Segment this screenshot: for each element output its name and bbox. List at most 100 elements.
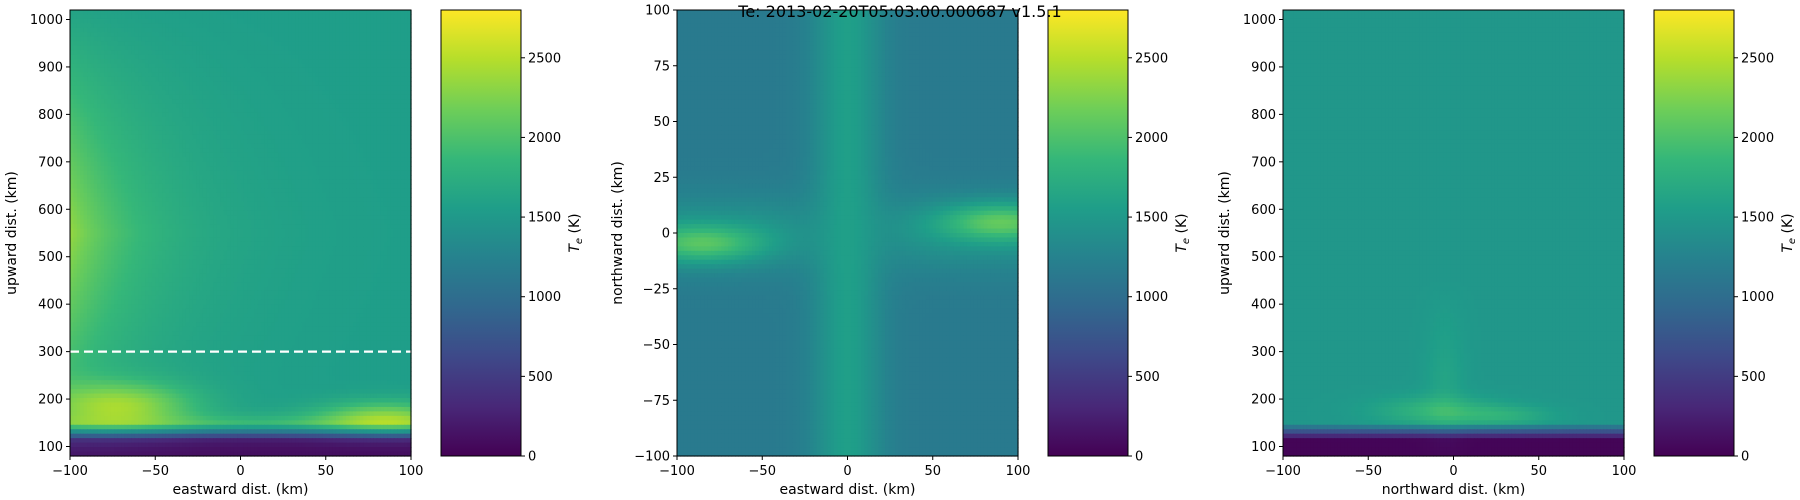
heatmap-cell <box>329 193 333 198</box>
heatmap-cell <box>404 72 408 77</box>
heatmap-cell <box>312 206 316 211</box>
heatmap-cell <box>275 157 279 162</box>
heatmap-cell <box>350 28 354 33</box>
heatmap-cell <box>380 46 384 51</box>
heatmap-cell <box>343 50 347 55</box>
heatmap-cell <box>230 229 234 234</box>
heatmap-cell <box>111 157 115 162</box>
heatmap-cell <box>80 171 84 176</box>
heatmap-cell <box>404 81 408 86</box>
heatmap-cell <box>394 130 398 135</box>
heatmap-cell <box>169 23 173 28</box>
heatmap-cell <box>333 99 337 104</box>
heatmap-cell <box>353 188 357 193</box>
heatmap-cell <box>70 122 74 127</box>
heatmap-cell <box>152 229 156 234</box>
heatmap-cell <box>87 162 91 167</box>
heatmap-cell <box>322 95 326 100</box>
heatmap-cell <box>176 77 180 82</box>
heatmap-cell <box>391 197 395 202</box>
heatmap-cell <box>322 64 326 69</box>
heatmap-cell <box>108 179 112 184</box>
heatmap-cell <box>84 55 88 60</box>
heatmap-cell <box>295 220 299 225</box>
heatmap-cell <box>309 179 313 184</box>
heatmap-cell <box>373 202 377 207</box>
heatmap-cell <box>125 117 129 122</box>
heatmap-cell <box>131 188 135 193</box>
heatmap-cell <box>288 202 292 207</box>
heatmap-cell <box>234 175 238 180</box>
heatmap-cell <box>90 148 94 153</box>
heatmap-cell <box>302 193 306 198</box>
heatmap-cell <box>97 202 101 207</box>
heatmap-cell <box>189 50 193 55</box>
heatmap-cell <box>391 64 395 69</box>
heatmap-cell <box>336 220 340 225</box>
heatmap-cell <box>125 28 129 33</box>
heatmap-cell <box>254 59 258 64</box>
heatmap-cell <box>244 193 248 198</box>
heatmap-cell <box>111 139 115 144</box>
heatmap-cell <box>363 113 367 118</box>
heatmap-cell <box>179 108 183 113</box>
heatmap-cell <box>350 86 354 91</box>
heatmap-cell <box>271 108 275 113</box>
heatmap-cell <box>346 81 350 86</box>
heatmap-cell <box>377 175 381 180</box>
heatmap-cell <box>353 220 357 225</box>
heatmap-cell <box>271 95 275 100</box>
heatmap-cell <box>230 77 234 82</box>
heatmap-cell <box>210 224 214 229</box>
heatmap-cell <box>230 202 234 207</box>
heatmap-cell <box>210 211 214 216</box>
heatmap-cell <box>193 55 197 60</box>
heatmap-cell <box>121 229 125 234</box>
heatmap-cell <box>247 81 251 86</box>
heatmap-cell <box>241 157 245 162</box>
heatmap-cell <box>217 188 221 193</box>
heatmap-cell <box>131 153 135 158</box>
heatmap-cell <box>220 188 224 193</box>
heatmap-cell <box>271 188 275 193</box>
heatmap-cell <box>97 211 101 216</box>
heatmap-cell <box>247 46 251 51</box>
heatmap-cell <box>159 86 163 91</box>
heatmap-cell <box>292 144 296 149</box>
heatmap-cell <box>101 77 105 82</box>
heatmap-cell <box>200 90 204 95</box>
heatmap-cell <box>121 153 125 158</box>
heatmap-cell <box>237 166 241 171</box>
heatmap-cell <box>125 72 129 77</box>
heatmap-cell <box>84 10 88 15</box>
heatmap-cell <box>135 104 139 109</box>
heatmap-cell <box>114 59 118 64</box>
heatmap-cell <box>159 157 163 162</box>
heatmap-cell <box>350 211 354 216</box>
heatmap-cell <box>70 32 74 37</box>
heatmap-cell <box>114 19 118 24</box>
heatmap-cell <box>155 144 159 149</box>
heatmap-cell <box>353 215 357 220</box>
heatmap-cell <box>360 108 364 113</box>
heatmap-cell <box>268 77 272 82</box>
heatmap-cell <box>183 220 187 225</box>
heatmap-cell <box>80 77 84 82</box>
heatmap-cell <box>189 86 193 91</box>
heatmap-cell <box>84 179 88 184</box>
heatmap-cell <box>128 59 132 64</box>
heatmap-cell <box>404 179 408 184</box>
heatmap-cell <box>397 148 401 153</box>
heatmap-cell <box>363 99 367 104</box>
heatmap-cell <box>227 229 231 234</box>
heatmap-cell <box>159 64 163 69</box>
heatmap-cell <box>394 197 398 202</box>
heatmap-cell <box>380 59 384 64</box>
heatmap-cell <box>230 184 234 189</box>
heatmap-cell <box>278 153 282 158</box>
heatmap-cell <box>162 162 166 167</box>
heatmap-cell <box>213 184 217 189</box>
heatmap-cell <box>384 193 388 198</box>
heatmap-cell <box>108 148 112 153</box>
heatmap-cell <box>206 32 210 37</box>
